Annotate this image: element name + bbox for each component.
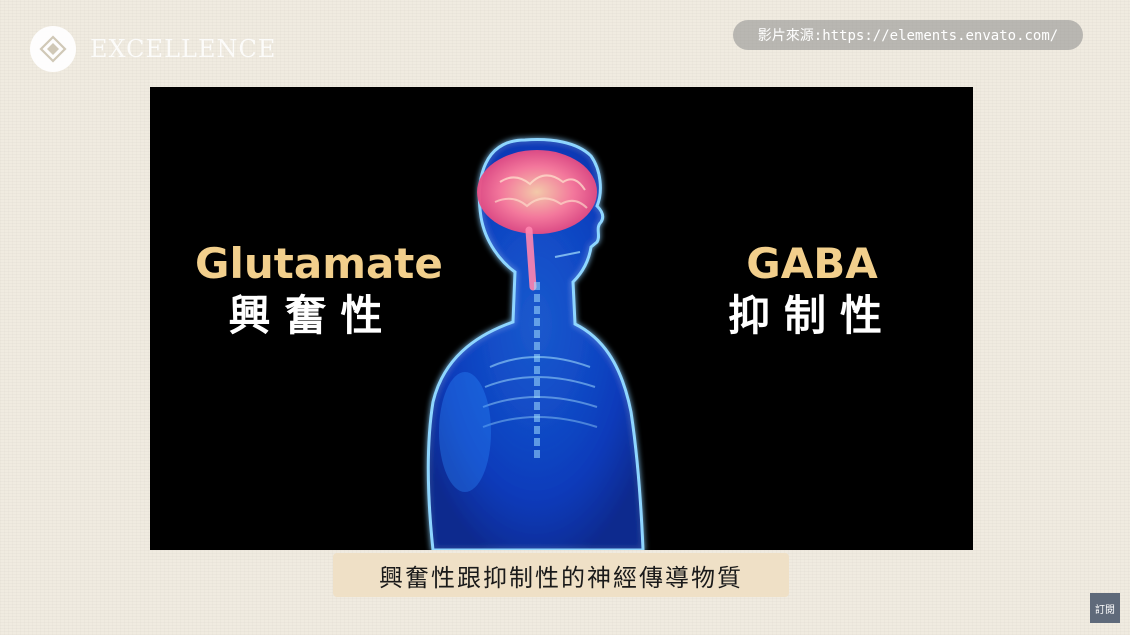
logo-icon bbox=[30, 26, 76, 72]
video-frame: Glutamate 興奮性 GABA 抑制性 bbox=[150, 87, 973, 550]
gaba-title: GABA bbox=[746, 239, 878, 288]
excitatory-label: 興奮性 bbox=[228, 291, 397, 340]
channel-logo: EXCELLENCE bbox=[30, 26, 276, 72]
gaba-label: GABA 抑制性 bbox=[712, 243, 912, 337]
logo-text: EXCELLENCE bbox=[90, 35, 277, 63]
video-subtitle: 興奮性跟抑制性的神經傳導物質 bbox=[333, 553, 789, 597]
glutamate-label: Glutamate 興奮性 bbox=[195, 239, 443, 340]
subscribe-button[interactable]: 訂閱 bbox=[1090, 593, 1120, 623]
video-source-label: 影片來源:https://elements.envato.com/ bbox=[733, 20, 1083, 50]
glutamate-title: Glutamate bbox=[195, 239, 443, 288]
inhibitory-label: 抑制性 bbox=[727, 291, 896, 340]
human-body-xray-illustration bbox=[426, 138, 645, 550]
